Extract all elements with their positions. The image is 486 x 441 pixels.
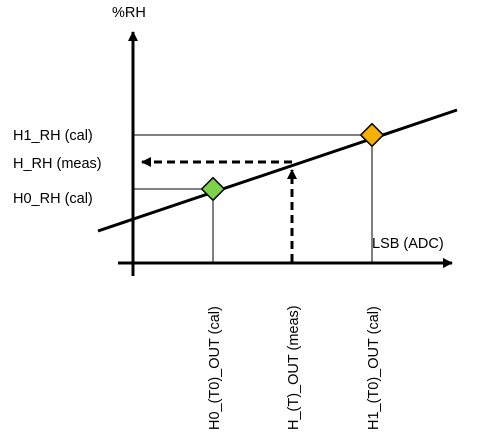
x-label-h-out-meas: H_(T)_OUT (meas) [286,305,302,430]
y-axis-title: %RH [112,5,146,21]
x-label-h1-out-cal: H1_(T0)_OUT (cal) [366,306,382,430]
x-axis-title: LSB (ADC) [372,236,444,252]
h1-calibration-marker [359,122,385,148]
calibration-line [97,108,458,233]
y-label-h0-cal: H0_RH (cal) [13,191,93,207]
x-label-h0-out-cal: H0_(T0)_OUT (cal) [207,306,223,430]
y-label-h1-cal: H1_RH (cal) [13,128,93,144]
h0-calibration-marker [200,176,226,202]
y-label-h-meas: H_RH (meas) [13,156,102,172]
